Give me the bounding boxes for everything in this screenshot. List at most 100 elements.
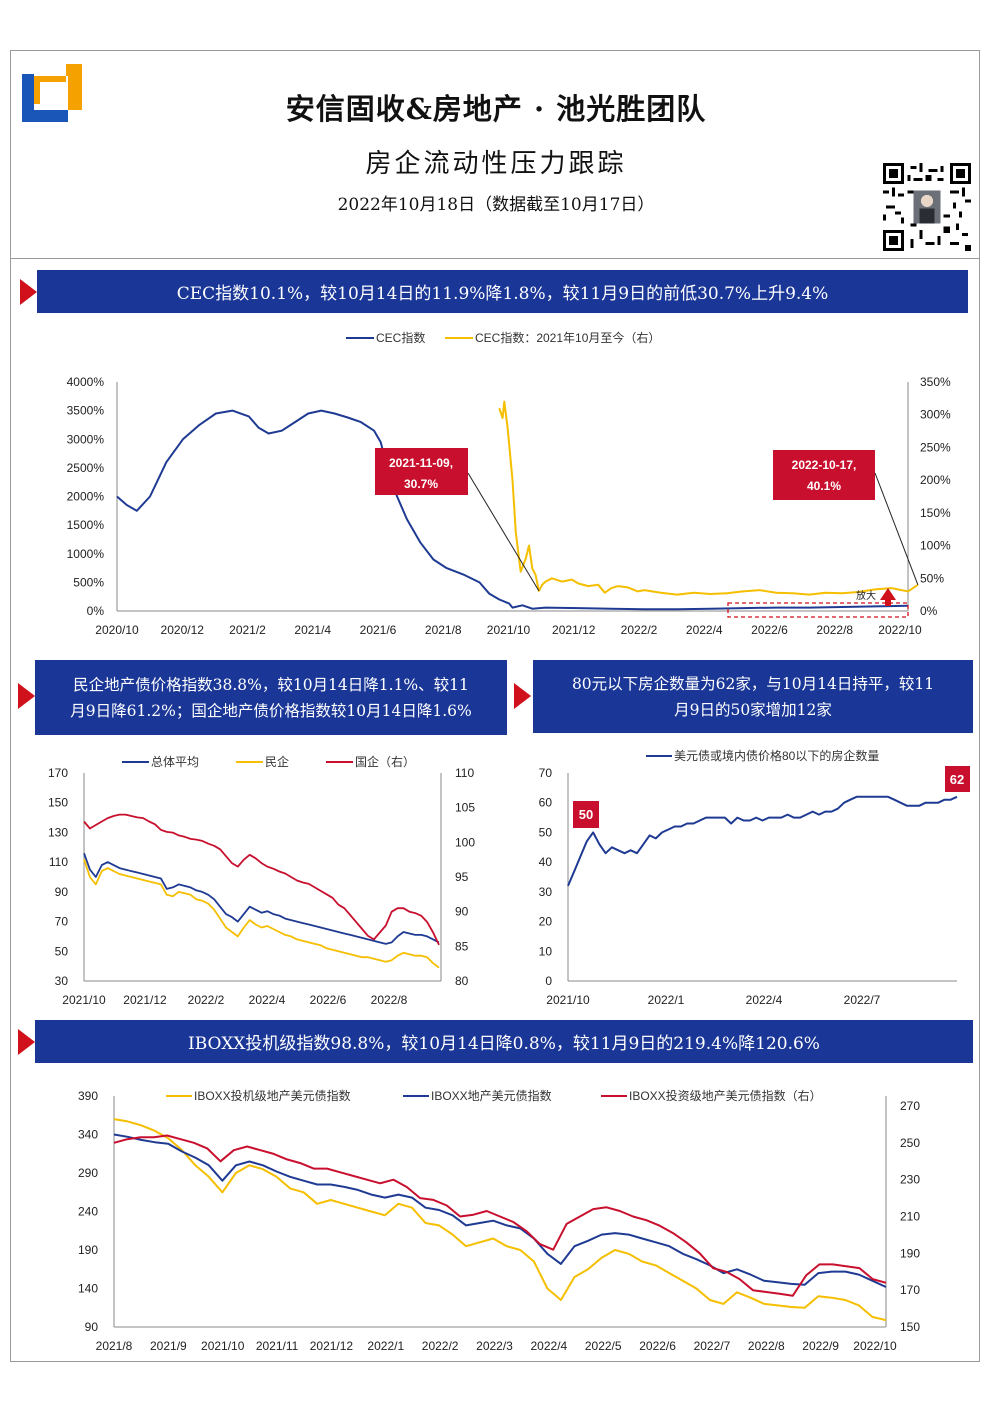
count-series-1 [567, 795, 958, 887]
bond-x-tick: 2022/6 [310, 993, 347, 1007]
cec-x-tick: 2020/12 [161, 623, 205, 637]
banner-cec: CEC指数10.1%，较10月14日的11.9%降1.8%，较11月9日的前低3… [37, 270, 968, 313]
banner-bond-price: 民企地产债价格指数38.8%，较10月14日降1.1%、较11 月9日降61.2… [35, 660, 507, 735]
iboxx-x-tick: 2021/9 [150, 1339, 187, 1353]
iboxx-y-left-tick: 90 [85, 1320, 99, 1334]
bond-y-left-tick: 110 [49, 855, 68, 869]
banner-arrow-4 [18, 1029, 35, 1055]
count-y-tick: 40 [539, 855, 553, 869]
bond-y-left-tick: 150 [48, 796, 68, 810]
iboxx-y-left-tick: 140 [78, 1282, 98, 1296]
cec-series-2 [498, 400, 919, 596]
bond-y-right-tick: 105 [455, 801, 475, 815]
cec-annotation-2-line1: 2022-10-17, [792, 458, 857, 472]
cec-x-tick: 2021/2 [229, 623, 266, 637]
count-label-end-box [945, 766, 970, 792]
cec-y-right-tick: 350% [920, 375, 951, 389]
cec-series-1 [116, 409, 909, 611]
cec-zoom-arrow-icon [880, 588, 896, 606]
cec-x-tick: 2020/10 [95, 623, 139, 637]
iboxx-x-tick: 2021/10 [201, 1339, 245, 1353]
banner-bond-price-line2: 月9日降61.2%；国企地产债价格指数较10月14日降1.6% [70, 701, 472, 720]
cec-y-left-tick: 1500% [67, 518, 105, 532]
bond-legend-3-label: 国企（右） [355, 754, 415, 769]
cec-x-tick: 2021/4 [294, 623, 331, 637]
cec-x-tick: 2022/6 [751, 623, 788, 637]
iboxx-x-tick: 2022/1 [367, 1339, 404, 1353]
bond-y-left-tick: 130 [48, 825, 68, 839]
count-y-tick: 10 [539, 944, 553, 958]
bond-y-left-tick: 70 [55, 915, 69, 929]
bond-legend-1-label: 总体平均 [151, 755, 199, 769]
cec-y-right-tick: 100% [920, 539, 951, 553]
iboxx-legend-3-label: IBOXX投资级地产美元债指数（右） [629, 1088, 822, 1103]
iboxx-x-tick: 2022/5 [585, 1339, 622, 1353]
cec-y-left-tick: 2500% [67, 461, 105, 475]
bond-x-tick: 2022/4 [249, 993, 286, 1007]
count-label-start: 50 [579, 807, 593, 822]
cec-y-right-tick: 0% [920, 604, 938, 618]
cec-zoom-box [727, 602, 909, 618]
cec-annotation-2-leader [874, 472, 919, 585]
bond-x-tick: 2021/12 [123, 993, 167, 1007]
iboxx-y-left-tick: 340 [78, 1128, 98, 1142]
iboxx-y-right-tick: 190 [900, 1246, 920, 1260]
iboxx-x-tick: 2021/11 [256, 1339, 299, 1353]
banner-cec-text: CEC指数10.1%，较10月14日的11.9%降1.8%，较11月9日的前低3… [176, 284, 829, 304]
banner-arrow-3 [514, 683, 531, 709]
count-x-tick: 2022/7 [844, 993, 881, 1007]
cec-y-left-tick: 3000% [67, 432, 105, 446]
iboxx-x-tick: 2022/9 [802, 1339, 839, 1353]
iboxx-x-tick: 2022/10 [853, 1339, 897, 1353]
count-y-tick: 50 [539, 825, 553, 839]
cec-x-tick: 2021/6 [360, 623, 397, 637]
cec-annotation-1-line2: 30.7% [404, 477, 438, 491]
cec-annotation-box-1 [375, 448, 468, 495]
banner-count80: 80元以下房企数量为62家，与10月14日持平，较11 月9日的50家增加12家 [533, 660, 973, 733]
cec-y-right-tick: 200% [920, 473, 951, 487]
cec-x-tick: 2022/4 [686, 623, 723, 637]
cec-y-left-tick: 3500% [67, 404, 105, 418]
cec-y-left-tick: 4000% [67, 375, 105, 389]
iboxx-legend-1-label: IBOXX投机级地产美元债指数 [194, 1088, 351, 1103]
iboxx-y-right-tick: 210 [900, 1210, 920, 1224]
bond-y-left-tick: 50 [55, 944, 69, 958]
cec-y-right-tick: 250% [920, 440, 951, 454]
iboxx-y-right-tick: 230 [900, 1173, 920, 1187]
iboxx-series-2 [113, 1133, 887, 1288]
bond-y-left-tick: 90 [55, 885, 69, 899]
cec-x-tick: 2022/2 [621, 623, 658, 637]
count-label-start-box [573, 801, 599, 828]
header-divider [10, 258, 980, 259]
bond-y-right-tick: 95 [455, 870, 469, 884]
banner-arrow-1 [20, 279, 37, 305]
report-title: 安信固收&房地产 · 池光胜团队 [285, 92, 707, 126]
count-y-tick: 30 [539, 885, 553, 899]
iboxx-y-left-tick: 290 [78, 1166, 98, 1180]
cec-x-tick: 2022/8 [816, 623, 853, 637]
cec-y-left-tick: 500% [73, 575, 104, 589]
cec-y-left-tick: 2000% [67, 490, 105, 504]
banner-count80-line1: 80元以下房企数量为62家，与10月14日持平，较11 [571, 674, 935, 693]
banner-arrow-2 [18, 683, 35, 709]
bond-y-right-tick: 100 [455, 835, 475, 849]
iboxx-legend-2-label: IBOXX地产美元债指数 [431, 1088, 552, 1103]
banner-iboxx-text: IBOXX投机级指数98.8%，较10月14日降0.8%，较11月9日的219.… [188, 1034, 820, 1054]
count-y-tick: 60 [539, 796, 553, 810]
banner-count80-line2: 月9日的50家增加12家 [674, 700, 832, 719]
iboxx-x-tick: 2022/8 [748, 1339, 785, 1353]
count-legend-1-label: 美元债或境内债价格80以下的房企数量 [674, 748, 879, 763]
bond-legend-2-label: 民企 [265, 754, 289, 769]
iboxx-series-1 [113, 1118, 887, 1322]
cec-x-tick: 2022/10 [878, 623, 922, 637]
company-logo [20, 62, 84, 124]
iboxx-x-tick: 2022/3 [476, 1339, 513, 1353]
count-y-tick: 20 [539, 915, 553, 929]
cec-legend-1-label: CEC指数 [376, 330, 425, 345]
iboxx-series-3 [113, 1134, 887, 1297]
iboxx-y-right-tick: 270 [900, 1099, 920, 1113]
cec-x-tick: 2021/10 [487, 623, 531, 637]
report-date: 2022年10月18日（数据截至10月17日） [337, 195, 655, 215]
count-label-end: 62 [950, 772, 964, 787]
